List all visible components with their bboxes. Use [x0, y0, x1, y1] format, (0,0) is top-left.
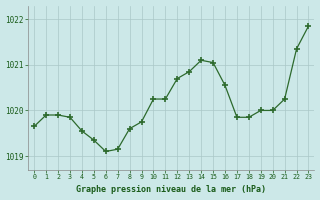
X-axis label: Graphe pression niveau de la mer (hPa): Graphe pression niveau de la mer (hPa) — [76, 185, 266, 194]
